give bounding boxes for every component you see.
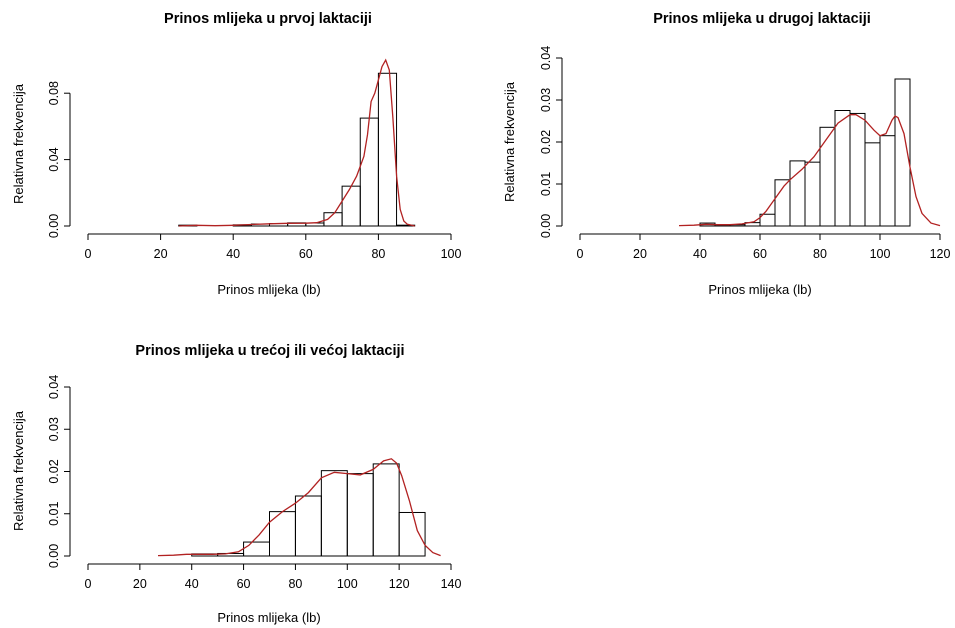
histogram-bar	[359, 117, 379, 227]
histogram-bar	[372, 463, 400, 557]
x-tick-label: 20	[633, 247, 647, 261]
x-axis-label: Prinos mlijeka (lb)	[217, 610, 320, 625]
panel-3: Prinos mlijeka u trećoj ili većoj laktac…	[11, 343, 461, 625]
y-tick-label: 0.00	[539, 214, 553, 238]
histogram-bar	[294, 495, 322, 557]
y-axis-label: Relativna frekvencija	[11, 410, 26, 531]
chart-title: Prinos mlijeka u prvoj laktaciji	[164, 11, 372, 27]
x-tick-label: 40	[226, 247, 240, 261]
histogram-bar	[346, 473, 374, 557]
y-tick-label: 0.04	[47, 375, 61, 399]
y-tick-label: 0.01	[47, 502, 61, 526]
histogram-bar	[804, 161, 821, 227]
x-tick-label: 80	[813, 247, 827, 261]
x-tick-label: 20	[133, 577, 147, 591]
x-tick-label: 60	[753, 247, 767, 261]
y-tick-label: 0.04	[47, 147, 61, 171]
histogram-bar	[398, 511, 426, 557]
histogram-bar	[789, 160, 806, 227]
density-curve	[157, 458, 441, 557]
x-tick-label: 80	[288, 577, 302, 591]
histogram-bar	[341, 185, 361, 227]
x-axis-label: Prinos mlijeka (lb)	[217, 282, 320, 297]
x-tick-label: 140	[441, 577, 462, 591]
histogram-bar	[849, 112, 866, 227]
x-tick-label: 0	[85, 247, 92, 261]
x-tick-label: 20	[154, 247, 168, 261]
histogram-bar	[774, 179, 791, 227]
x-tick-label: 80	[371, 247, 385, 261]
x-tick-label: 100	[441, 247, 462, 261]
histogram-bar	[864, 142, 881, 227]
x-tick-label: 60	[299, 247, 313, 261]
x-tick-label: 40	[693, 247, 707, 261]
x-tick-label: 0	[85, 577, 92, 591]
x-tick-label: 60	[237, 577, 251, 591]
density-curve	[178, 58, 415, 227]
y-tick-label: 0.02	[47, 459, 61, 483]
histogram-bar	[377, 72, 398, 227]
histogram-bar	[894, 78, 911, 227]
x-tick-label: 120	[389, 577, 410, 591]
y-axis-label: Relativna frekvencija	[502, 81, 517, 202]
x-tick-label: 0	[577, 247, 584, 261]
x-tick-label: 40	[185, 577, 199, 591]
histogram-bar	[819, 126, 836, 227]
histogram-bar	[834, 110, 851, 227]
panel-1: Prinos mlijeka u prvoj laktaciji Prinos m…	[11, 11, 461, 297]
y-tick-label: 0.00	[47, 214, 61, 238]
y-tick-label: 0.03	[47, 417, 61, 441]
histogram-bar	[243, 541, 270, 557]
x-tick-label: 100	[337, 577, 358, 591]
panel-2: Prinos mlijeka u drugoj laktaciji Prinos …	[502, 11, 950, 297]
chart-title: Prinos mlijeka u trećoj ili većoj laktac…	[135, 343, 404, 359]
y-axis-label: Relativna frekvencija	[11, 83, 26, 204]
histogram-bar	[879, 135, 896, 227]
y-tick-label: 0.04	[539, 46, 553, 70]
y-tick-label: 0.08	[47, 81, 61, 105]
y-tick-label: 0.01	[539, 172, 553, 196]
x-tick-label: 100	[870, 247, 891, 261]
histogram-bar	[320, 470, 348, 557]
chart-title: Prinos mlijeka u drugoj laktaciji	[653, 11, 871, 27]
y-tick-label: 0.02	[539, 130, 553, 154]
y-tick-label: 0.00	[47, 544, 61, 568]
x-axis-label: Prinos mlijeka (lb)	[708, 282, 811, 297]
x-tick-label: 120	[930, 247, 951, 261]
y-tick-label: 0.03	[539, 88, 553, 112]
density-curve	[678, 114, 941, 227]
